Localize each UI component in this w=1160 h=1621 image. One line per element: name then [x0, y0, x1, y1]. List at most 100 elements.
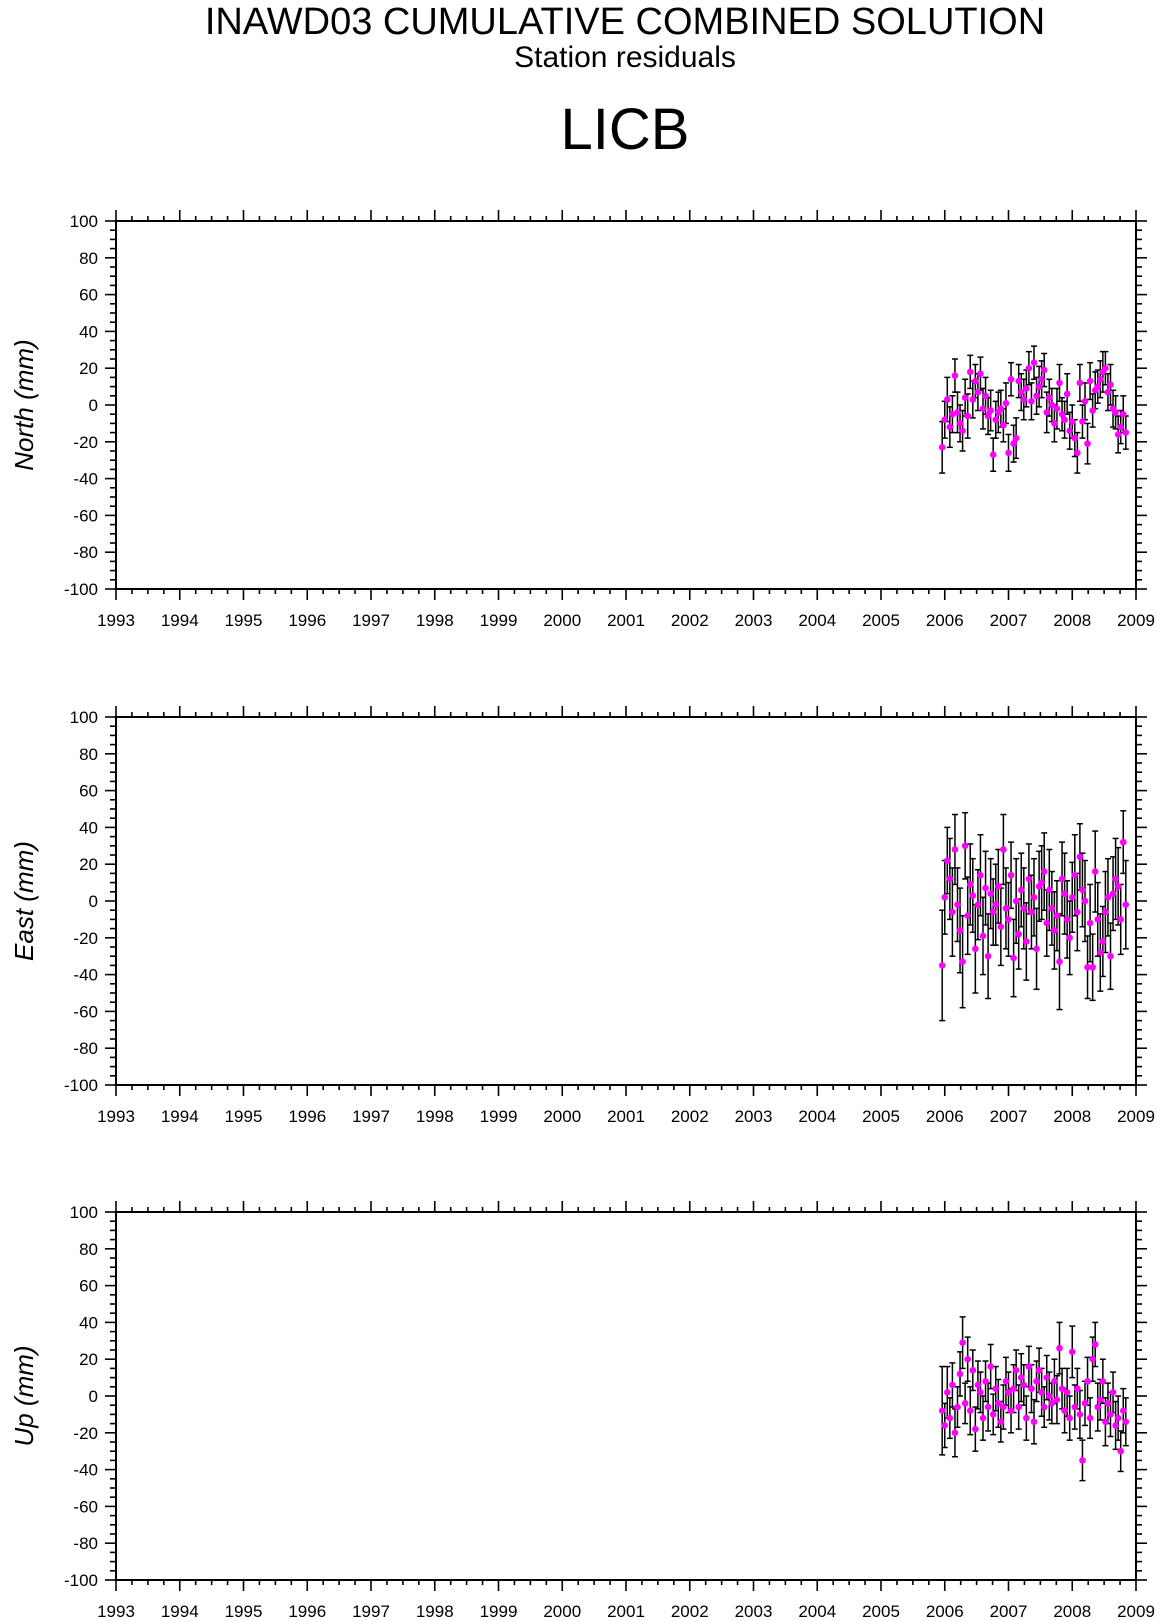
x-tick-label: 2008 [1053, 1602, 1091, 1621]
x-tick-label: 1993 [97, 611, 135, 630]
data-series [938, 1316, 1130, 1482]
station-name: LICB [560, 97, 690, 162]
plot-panel-1: 100 80 60 40 20 0 -20 -40 -60 -80 -100 1993 1994 1995… [9, 210, 1155, 630]
data-point [995, 882, 1002, 890]
data-point [1048, 905, 1056, 912]
y-tick-label: -60 [73, 1497, 98, 1516]
data-point [1068, 418, 1076, 425]
data-point [1056, 958, 1063, 966]
data-point [938, 444, 946, 451]
data-point [1086, 1414, 1094, 1422]
data-point [1112, 875, 1119, 883]
data-point [1081, 398, 1089, 405]
data-point [946, 1414, 954, 1422]
x-tick-label: 1995 [225, 1602, 263, 1621]
y-tick-label: 80 [79, 249, 98, 268]
data-point [1007, 871, 1015, 879]
data-point [1102, 364, 1109, 372]
x-tick-label: 2009 [1117, 1602, 1155, 1621]
data-point [1114, 1414, 1122, 1422]
data-point [1058, 875, 1066, 883]
data-point [974, 901, 982, 908]
data-point [1058, 410, 1066, 418]
y-tick-label: 20 [79, 359, 98, 378]
y-tick-label: 60 [79, 286, 98, 305]
data-point [979, 932, 987, 940]
x-tick-label: 2006 [926, 1602, 964, 1621]
data-point [1020, 1381, 1028, 1389]
data-point [1025, 1363, 1033, 1370]
data-point [1079, 886, 1086, 894]
data-point [1007, 375, 1015, 383]
data-point [946, 423, 954, 431]
data-point [1107, 1411, 1114, 1418]
data-point [1058, 1385, 1066, 1392]
data-point [1005, 449, 1012, 457]
data-point [1035, 383, 1043, 390]
data-point [1053, 1396, 1061, 1403]
data-point [956, 927, 964, 934]
data-point [964, 412, 971, 420]
data-point [1084, 1377, 1091, 1385]
data-point [1000, 846, 1007, 853]
data-point [1079, 418, 1086, 425]
data-point [1117, 423, 1124, 431]
x-tick-label: 2001 [607, 611, 645, 630]
data-point [949, 410, 956, 418]
data-point [1119, 410, 1127, 418]
data-point [1038, 1389, 1045, 1396]
data-point [1063, 1389, 1071, 1396]
x-tick-label: 1995 [225, 611, 263, 630]
data-point [969, 396, 977, 403]
y-tick-label: 0 [89, 396, 98, 415]
data-point [1084, 440, 1091, 447]
x-tick-label: 1996 [288, 1602, 326, 1621]
data-point [1033, 392, 1040, 400]
data-point [1112, 409, 1119, 416]
data-point [1005, 1389, 1012, 1396]
y-tick-label: 100 [70, 212, 98, 231]
x-tick-label: 2004 [798, 1107, 836, 1126]
x-tick-label: 1995 [225, 1107, 263, 1126]
data-point [969, 1366, 977, 1374]
data-point [1000, 1403, 1007, 1411]
data-point [1023, 938, 1030, 945]
data-point [1038, 879, 1045, 886]
data-point [1048, 1400, 1056, 1407]
data-point [1002, 399, 1010, 407]
data-point [1017, 388, 1025, 396]
data-point [1089, 407, 1096, 414]
data-point [1046, 394, 1053, 401]
data-point [1091, 1341, 1099, 1348]
data-point [961, 394, 969, 401]
data-point [984, 412, 992, 420]
y-tick-label: 60 [79, 1277, 98, 1296]
data-point [954, 409, 961, 416]
data-point [1061, 890, 1068, 897]
data-point [997, 405, 1005, 412]
data-point [951, 372, 959, 379]
y-tick-label: -80 [73, 1534, 98, 1553]
x-tick-label: 1997 [352, 611, 390, 630]
data-point [1071, 1403, 1079, 1411]
data-point [1023, 385, 1030, 392]
x-tick-label: 1999 [480, 1602, 518, 1621]
data-point [1119, 1407, 1127, 1415]
data-point [1068, 894, 1076, 901]
data-point [1081, 1400, 1089, 1407]
data-point [1099, 1377, 1107, 1385]
data-point [989, 1411, 997, 1418]
x-tick-label: 1998 [416, 1602, 454, 1621]
data-point [961, 842, 969, 850]
data-point [1051, 1377, 1058, 1385]
data-point [1063, 390, 1071, 398]
data-point [954, 1403, 961, 1411]
data-point [956, 420, 964, 427]
x-tick-label: 2006 [926, 611, 964, 630]
x-tick-label: 1996 [288, 1107, 326, 1126]
data-point [1012, 434, 1020, 442]
data-point [949, 1381, 956, 1389]
x-tick-label: 1993 [97, 1107, 135, 1126]
data-point [1043, 409, 1051, 416]
data-point [972, 1425, 979, 1433]
